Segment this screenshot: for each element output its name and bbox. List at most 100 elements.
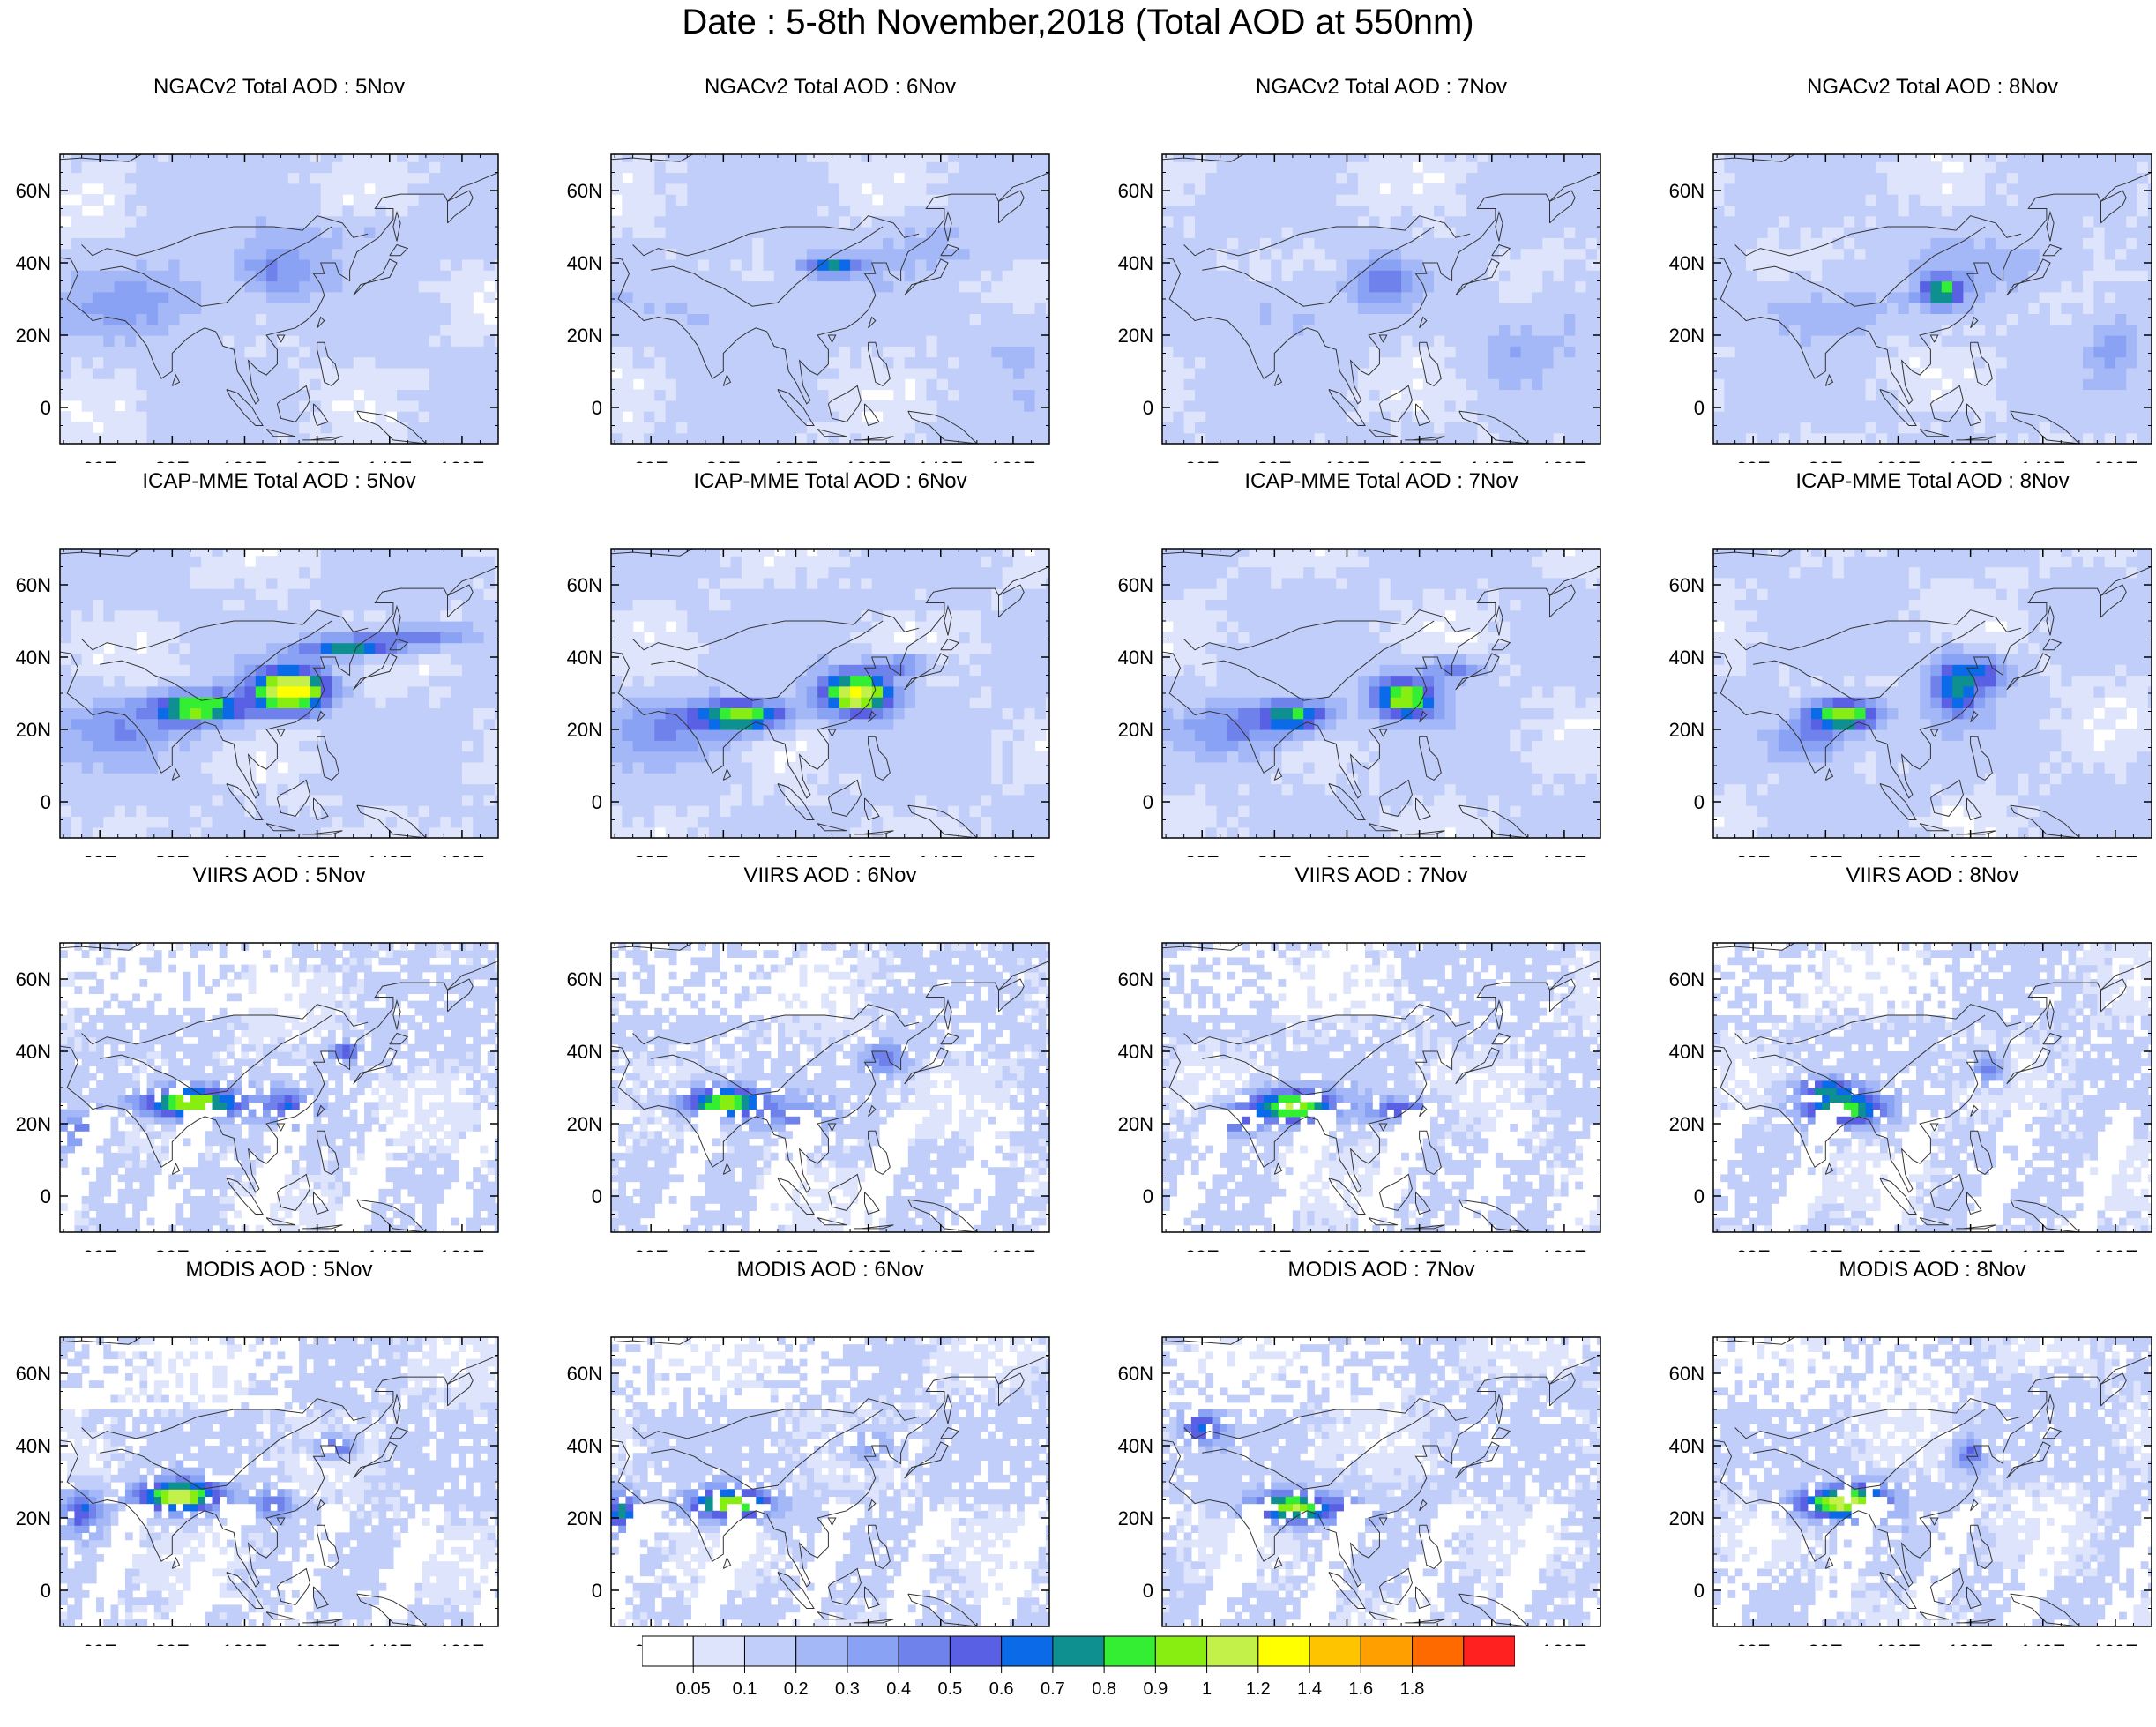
lon-tick-label: 60E (634, 1246, 668, 1252)
lat-tick-label: 0 (1143, 791, 1153, 813)
lat-tick-label: 60N (1669, 1363, 1705, 1385)
colorbar-segment (1412, 1635, 1465, 1667)
colorbar-label: 0.6 (989, 1679, 1014, 1699)
lat-tick-label: 20N (16, 325, 51, 347)
map-plot: 60E80E100E120E140E160E60N40N20N0 (1669, 548, 2152, 857)
aod-field (60, 1337, 498, 1626)
aod-field (611, 943, 1049, 1232)
lat-tick-label: 40N (1118, 647, 1153, 669)
colorbar-segment (1463, 1635, 1515, 1667)
lon-tick-label: 160E (439, 458, 484, 463)
lon-tick-label: 80E (1809, 458, 1843, 463)
map-panel: NGACv2 Total AOD : 8Nov 60E 80E 100E 120E 140… (1653, 75, 2156, 463)
lat-tick-label: 20N (16, 1507, 51, 1529)
lon-tick-label: 140E (2020, 852, 2065, 857)
lon-tick-label: 100E (773, 458, 818, 463)
lon-tick-label: 120E (1948, 1246, 1993, 1252)
lat-tick-label: 40N (567, 647, 602, 669)
aod-field (1713, 943, 2152, 1232)
panel-title: MODIS AOD : 7Nov (1162, 1258, 1600, 1282)
coastlines (1713, 943, 2152, 1232)
lon-tick-label: 80E (1809, 1246, 1843, 1252)
lon-tick-label: 140E (1469, 458, 1514, 463)
map-plot: 60E80E100E120E140E160E60N40N20N0 (1669, 942, 2152, 1252)
lon-tick-label: 140E (2020, 1246, 2065, 1252)
panel-title: ICAP-MME Total AOD : 6Nov (611, 469, 1049, 494)
lon-tick-label: 80E (1257, 1246, 1292, 1252)
map-plot: 60E80E100E120E140E160E60N40N20N0 (1118, 942, 1601, 1252)
map-plot: 60E80E100E120E140E160E60N40N20N0 (16, 153, 499, 463)
colorbar-segment (795, 1635, 848, 1667)
lon-tick-label: 80E (1257, 458, 1292, 463)
lat-tick-label: 40N (16, 647, 51, 669)
lon-tick-label: 60E (1736, 1246, 1771, 1252)
panel-title: NGACv2 Total AOD : 6Nov (611, 75, 1049, 100)
map-panel: VIIRS AOD : 7Nov60E80E100E120E140E160E60… (1102, 864, 1631, 1252)
coastlines (1713, 549, 2152, 838)
coastlines (1162, 1337, 1600, 1626)
aod-field (60, 943, 498, 1232)
lon-tick-label: 60E (83, 458, 117, 463)
map-plot: 60E80E100E120E140E160E60N40N20N0 (1669, 153, 2152, 463)
lat-tick-label: 0 (1143, 397, 1153, 419)
colorbar-label: 0.7 (1041, 1679, 1065, 1699)
lon-tick-label: 60E (1736, 458, 1771, 463)
colorbar-segment (1052, 1635, 1105, 1667)
lon-tick-label: 100E (1876, 458, 1921, 463)
lat-tick-label: 40N (1118, 252, 1153, 274)
lon-tick-label: 100E (1876, 1641, 1921, 1646)
colorbar-label: 0.05 (676, 1679, 711, 1699)
lon-tick-label: 160E (990, 1246, 1035, 1252)
coastlines (1162, 154, 1600, 444)
lon-tick-label: 80E (1809, 1641, 1843, 1646)
lon-tick-label: 160E (990, 458, 1035, 463)
lat-tick-label: 20N (567, 1507, 602, 1529)
lat-tick-label: 60N (1669, 574, 1705, 596)
lat-tick-label: 20N (567, 325, 602, 347)
lat-tick-label: 60N (567, 1363, 602, 1385)
coastlines (60, 549, 498, 838)
lat-tick-label: 20N (16, 719, 51, 741)
map-plot: 60E80E100E120E140E160E60N40N20N0 (16, 1336, 499, 1646)
lon-tick-label: 80E (155, 1246, 190, 1252)
map-panel: VIIRS AOD : 6Nov60E80E100E120E140E160E60… (551, 864, 1080, 1252)
lon-tick-label: 160E (2093, 1641, 2137, 1646)
lat-tick-label: 0 (1143, 1580, 1153, 1602)
coastlines (1713, 1337, 2152, 1626)
map-panel: VIIRS AOD : 8Nov60E80E100E120E140E160E60… (1653, 864, 2156, 1252)
lon-tick-label: 60E (1736, 852, 1771, 857)
lon-tick-label: 60E (83, 1641, 117, 1646)
figure-title: Date : 5-8th November,2018 (Total AOD at… (0, 0, 2156, 53)
lon-tick-label: 100E (1876, 1246, 1921, 1252)
colorbar-label: 0.4 (886, 1679, 911, 1699)
coastlines (1162, 549, 1600, 838)
colorbar-label: 1.2 (1246, 1679, 1271, 1699)
panel-title: VIIRS AOD : 5Nov (60, 864, 498, 888)
lon-tick-label: 140E (2020, 458, 2065, 463)
lon-tick-label: 80E (1809, 852, 1843, 857)
lat-tick-label: 40N (16, 252, 51, 274)
lon-tick-label: 160E (439, 1246, 484, 1252)
lat-tick-label: 60N (16, 574, 51, 596)
lon-tick-label: 60E (1736, 1641, 1771, 1646)
map-plot: 60E80E100E120E140E160E60N40N20N0 (1118, 1336, 1601, 1646)
lon-tick-label: 120E (1948, 852, 1993, 857)
lat-tick-label: 0 (41, 791, 51, 813)
lat-tick-label: 20N (1118, 1113, 1153, 1135)
panel-title: VIIRS AOD : 6Nov (611, 864, 1049, 888)
lon-tick-label: 120E (846, 1246, 891, 1252)
lon-tick-label: 160E (2093, 1246, 2137, 1252)
lon-tick-label: 120E (846, 458, 891, 463)
lat-tick-label: 20N (1118, 325, 1153, 347)
lat-tick-label: 0 (41, 397, 51, 419)
lon-tick-label: 140E (367, 1246, 412, 1252)
lat-tick-label: 40N (1669, 1435, 1705, 1457)
map-panel: NGACv2 Total AOD : 7Nov 60E 80E 100E 120E 140… (1102, 75, 1631, 463)
lon-tick-label: 140E (367, 1641, 412, 1646)
map-panel: ICAP-MME Total AOD : 5Nov 60E 80E 100E 120E 1… (0, 469, 529, 857)
lat-tick-label: 0 (592, 791, 602, 813)
map-panel: ICAP-MME Total AOD : 7Nov 60E 80E 100E 120E 1… (1102, 469, 1631, 857)
lat-tick-label: 60N (1118, 1363, 1153, 1385)
colorbar: 0.05 0.1 0.2 0.3 0.4 0.5 0.6 0.7 0.8 0.9 1 1.2 1.4 1.… (642, 1635, 1515, 1699)
lat-tick-label: 60N (567, 574, 602, 596)
